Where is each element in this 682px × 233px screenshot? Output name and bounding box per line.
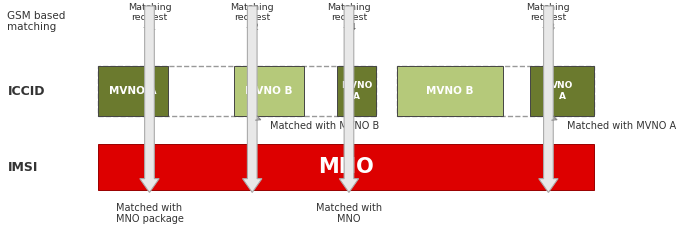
Text: Matching
request
#4: Matching request #4 — [327, 3, 371, 32]
Bar — [337, 66, 376, 116]
Text: Matching
request
#2: Matching request #2 — [231, 3, 274, 32]
Text: Matched with
MNO package: Matched with MNO package — [115, 203, 183, 224]
Text: MVNO B: MVNO B — [426, 86, 474, 96]
Text: VNO
A: VNO A — [551, 82, 573, 101]
Text: IMSI: IMSI — [8, 161, 38, 174]
Bar — [98, 66, 376, 116]
Bar — [398, 66, 503, 116]
Text: MVNO A: MVNO A — [109, 86, 157, 96]
Text: Matching
request
#1: Matching request #1 — [128, 3, 171, 32]
Text: Matching
request
#3: Matching request #3 — [527, 3, 570, 32]
Polygon shape — [140, 6, 159, 192]
Text: MVNO B: MVNO B — [245, 86, 293, 96]
Bar — [98, 144, 594, 190]
Polygon shape — [539, 6, 558, 192]
Text: ICCID: ICCID — [8, 85, 45, 98]
Bar — [234, 66, 303, 116]
Text: MNO: MNO — [318, 157, 374, 177]
Bar — [98, 66, 168, 116]
Text: Matched with
MNO: Matched with MNO — [316, 203, 382, 224]
Bar — [398, 66, 594, 116]
Text: Matched with MVNO B: Matched with MVNO B — [270, 121, 380, 131]
Text: GSM based
matching: GSM based matching — [8, 10, 65, 32]
Polygon shape — [243, 6, 262, 192]
Text: Matched with MVNO A: Matched with MVNO A — [567, 121, 676, 131]
Bar — [531, 66, 594, 116]
Text: MVNO
A: MVNO A — [341, 82, 372, 101]
Polygon shape — [339, 6, 359, 192]
